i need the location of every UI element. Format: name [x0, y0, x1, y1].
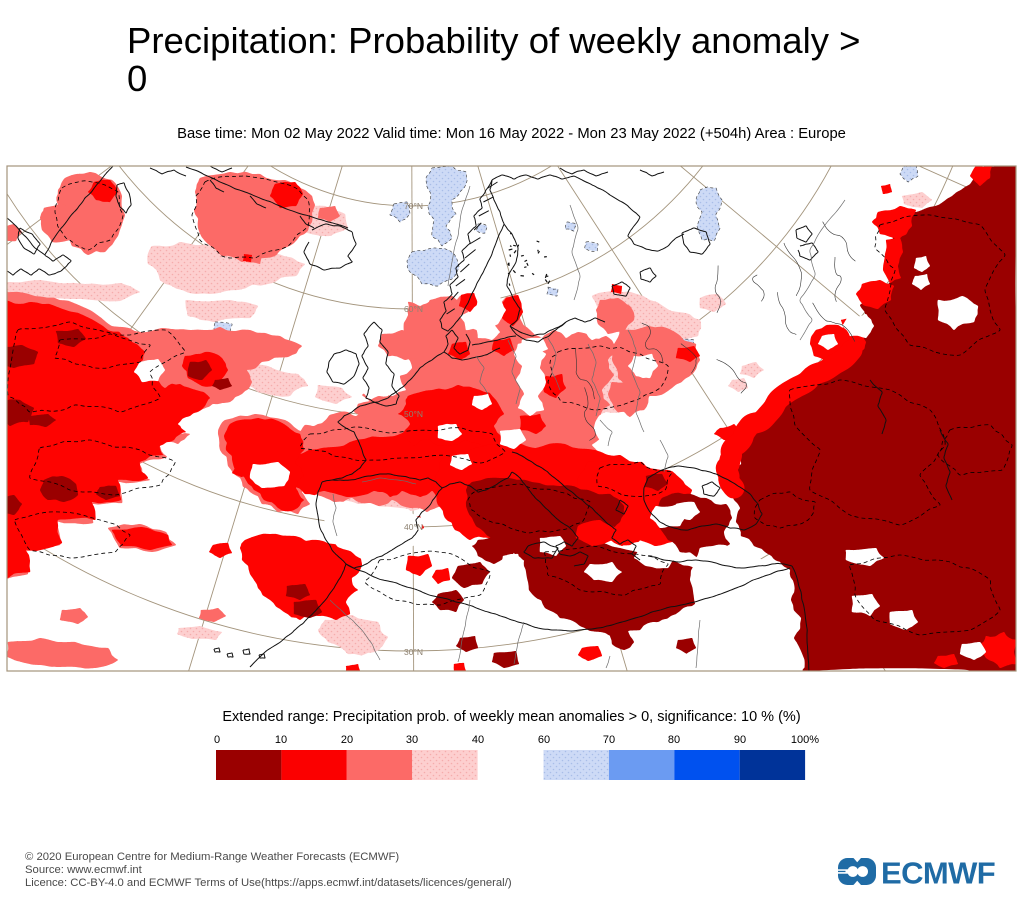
svg-text:90: 90	[734, 734, 746, 746]
svg-text:70: 70	[603, 734, 615, 746]
svg-text:0: 0	[214, 734, 220, 746]
svg-text:100%: 100%	[791, 734, 819, 746]
svg-text:60°N: 60°N	[404, 304, 423, 314]
svg-text:40°N: 40°N	[404, 522, 423, 532]
svg-text:40: 40	[472, 734, 484, 746]
svg-text:30°N: 30°N	[404, 647, 423, 657]
svg-text:80: 80	[668, 734, 680, 746]
svg-text:10: 10	[275, 734, 287, 746]
svg-text:50°N: 50°N	[404, 409, 423, 419]
svg-text:ECMWF: ECMWF	[881, 856, 995, 891]
svg-text:70°N: 70°N	[404, 201, 423, 211]
svg-text:30: 30	[406, 734, 418, 746]
svg-text:20: 20	[341, 734, 353, 746]
svg-text:60: 60	[538, 734, 550, 746]
